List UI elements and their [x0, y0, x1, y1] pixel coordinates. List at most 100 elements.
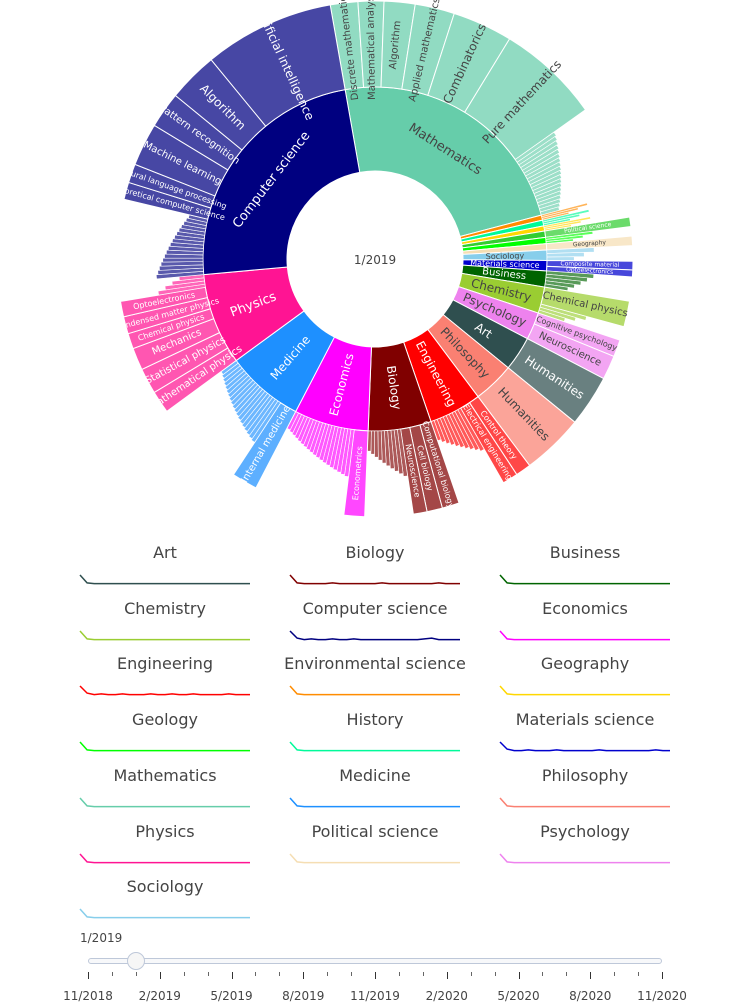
spark-title-geology: Geology: [132, 710, 198, 730]
spark-line-mathematics: [79, 797, 250, 808]
slider-tick-major-2: [231, 972, 233, 979]
slider-tick-major-8: [662, 972, 663, 979]
sunburst-chart[interactable]: Discrete mathematics Mathematical analysi…: [0, 0, 750, 530]
sector-biology-minor-3-7[interactable]: [374, 430, 379, 458]
sector-computer-science-minor-0-4[interactable]: [162, 257, 204, 263]
slider-tick-label-4[interactable]: 11/2019: [350, 989, 400, 1003]
spark-line-political-science: [289, 852, 460, 863]
spark-line-history: [289, 741, 460, 752]
slider-tick-minor-2-2: [279, 972, 281, 976]
slider-tick-minor-6-1: [542, 972, 544, 976]
spark-line-geography: [499, 685, 670, 696]
sub-label-0-1: Mathematical analysis: [365, 0, 378, 100]
spark-line-medicine: [289, 797, 460, 808]
slider-tick-minor-3-1: [327, 972, 329, 976]
slider-tick-minor-4-1: [398, 972, 400, 976]
slider-tick-major-0: [88, 972, 89, 979]
spark-title-environmental-science: Environmental science: [284, 654, 466, 674]
slider-tick-minor-0-1: [111, 972, 113, 976]
slider-tick-label-0[interactable]: 11/2018: [63, 989, 113, 1003]
spark-line-physics: [79, 852, 250, 863]
slider-tick-minor-1-2: [207, 972, 209, 976]
category-label-15: Biology: [384, 365, 404, 411]
spark-chart-mathematics: [79, 797, 250, 808]
slider-current-value: 1/2019: [80, 931, 123, 945]
spark-chart-medicine: [289, 797, 460, 808]
spark-chart-art: [79, 574, 250, 585]
sector-computer-science-artificial-intelligence[interactable]: [210, 4, 346, 127]
spark-line-business: [499, 574, 670, 585]
slider-track[interactable]: [88, 958, 662, 964]
category-label-7: Sociology: [486, 251, 525, 261]
spark-title-history: History: [346, 710, 404, 730]
spark-chart-chemistry: [79, 630, 250, 641]
spark-line-environmental-science: [289, 685, 460, 696]
slider-tick-major-5: [446, 972, 448, 979]
spark-line-chemistry: [79, 630, 250, 641]
spark-title-economics: Economics: [542, 598, 628, 618]
spark-chart-engineering: [79, 685, 250, 696]
slider-tick-major-6: [518, 972, 520, 979]
spark-line-biology: [289, 574, 460, 585]
spark-title-computer-science: Computer science: [302, 598, 448, 618]
sunburst-svg[interactable]: Discrete mathematics Mathematical analysi…: [0, 0, 750, 530]
spark-chart-business: [499, 574, 670, 585]
time-slider[interactable]: 1/2019 11/2018 2/2019 5/2019 8/2019 11/2019 2…: [0, 925, 750, 1003]
slider-tick-major-1: [159, 972, 161, 979]
spark-title-geography: Geography: [540, 654, 630, 674]
spark-chart-sociology: [79, 908, 250, 919]
spark-line-sociology: [79, 908, 250, 919]
spark-chart-geology: [79, 741, 250, 752]
slider-tick-minor-5-1: [470, 972, 472, 976]
spark-title-engineering: Engineering: [117, 654, 213, 674]
spark-line-materials-science: [499, 741, 670, 752]
spark-line-geology: [79, 741, 250, 752]
slider-tick-label-7[interactable]: 8/2020: [569, 989, 612, 1003]
spark-chart-political-science: [289, 852, 460, 863]
spark-title-sociology: Sociology: [126, 877, 204, 897]
spark-line-computer-science: [289, 630, 460, 641]
spark-chart-philosophy: [499, 797, 670, 808]
sub-label-16-0: Econometrics: [351, 446, 364, 501]
spark-line-psychology: [499, 852, 670, 863]
slider-tick-major-7: [590, 972, 592, 979]
slider-tick-minor-0-2: [135, 972, 137, 976]
spark-title-mathematics: Mathematics: [113, 765, 217, 785]
slider-tick-major-3: [303, 972, 305, 979]
slider-tick-label-5[interactable]: 2/2020: [425, 989, 468, 1003]
slider-tick-minor-3-2: [351, 972, 353, 976]
spark-chart-geography: [499, 685, 670, 696]
slider-tick-minor-5-2: [494, 972, 496, 976]
slider-handle[interactable]: [127, 952, 146, 970]
spark-title-physics: Physics: [135, 821, 195, 841]
spark-chart-computer-science: [289, 630, 460, 641]
sunburst-center-label: 1/2019: [354, 253, 396, 267]
spark-chart-environmental-science: [289, 685, 460, 696]
spark-title-philosophy: Philosophy: [541, 765, 629, 785]
slider-tick-label-6[interactable]: 5/2020: [497, 989, 540, 1003]
spark-title-chemistry: Chemistry: [124, 598, 206, 618]
sub-label-8-0: Composite material: [560, 260, 619, 269]
slider-tick-label-8[interactable]: 11/2020: [637, 989, 687, 1003]
slider-tick-major-4: [375, 972, 376, 979]
sub-label-0-2: Algorithm: [388, 20, 404, 70]
slider-tick-label-3[interactable]: 8/2019: [282, 989, 325, 1003]
slider-tick-minor-7-1: [614, 972, 616, 976]
slider-tick-label-2[interactable]: 5/2019: [210, 989, 253, 1003]
spark-line-art: [79, 574, 250, 585]
slider-tick-label-1[interactable]: 2/2019: [138, 989, 181, 1003]
spark-title-biology: Biology: [345, 543, 405, 562]
spark-title-materials-science: Materials science: [515, 710, 655, 730]
spark-chart-biology: [289, 574, 460, 585]
spark-title-psychology: Psychology: [540, 821, 630, 841]
spark-chart-history: [289, 741, 460, 752]
slider-tick-minor-6-2: [566, 972, 568, 976]
spark-chart-materials-science: [499, 741, 670, 752]
slider-tick-minor-4-2: [422, 972, 424, 976]
spark-chart-psychology: [499, 852, 670, 863]
spark-line-economics: [499, 630, 670, 641]
slider-tick-minor-2-1: [255, 972, 257, 976]
sub-label-8-1: Optoelectronics: [566, 266, 613, 276]
spark-title-art: Art: [153, 543, 177, 562]
spark-title-medicine: Medicine: [339, 765, 411, 785]
